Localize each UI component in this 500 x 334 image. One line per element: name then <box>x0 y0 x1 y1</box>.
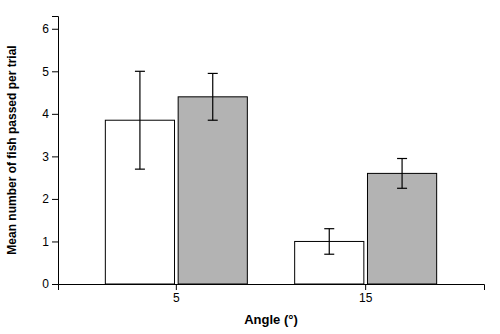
error-bar-cap <box>397 188 407 189</box>
tick-mark <box>52 114 58 115</box>
series <box>178 73 437 284</box>
tick-mark <box>52 29 58 30</box>
error-bar-cap <box>208 120 218 121</box>
tick: 15 <box>359 284 373 305</box>
tick: 4 <box>42 107 58 121</box>
error-bar-stem <box>401 159 402 189</box>
x-axis: 5 15 <box>59 284 485 305</box>
marks <box>105 71 436 284</box>
series <box>105 71 364 284</box>
bar <box>178 97 247 284</box>
error-bar <box>324 229 334 255</box>
tick-label: 5 <box>42 65 49 79</box>
error-bar <box>208 73 218 120</box>
tick: 1 <box>42 235 58 249</box>
axis-line <box>52 17 59 285</box>
tick-label: 6 <box>42 22 49 36</box>
error-bar-cap <box>324 228 334 229</box>
error-bar <box>397 159 407 189</box>
tick-label: 4 <box>42 107 49 121</box>
error-bar <box>135 71 145 169</box>
tick: 0 <box>42 277 58 291</box>
tick-mark <box>52 71 58 72</box>
error-bar-cap <box>397 158 407 159</box>
tick: 2 <box>42 192 58 206</box>
chart: 5 15 0 1 2 3 4 5 6 Angle (°) Mean number of fish p… <box>0 0 500 334</box>
tick-label: 0 <box>42 277 49 291</box>
y-axis-title: Mean number of fish passed per trial <box>5 45 19 254</box>
tick-label: 3 <box>42 150 49 164</box>
tick-mark <box>176 284 177 290</box>
plot: 5 15 0 1 2 3 4 5 6 <box>42 17 484 305</box>
error-bar-stem <box>139 71 140 169</box>
tick-mark <box>52 199 58 200</box>
x-axis-title: Angle (°) <box>244 312 298 327</box>
error-bar-cap <box>324 254 334 255</box>
error-bar-cap <box>135 71 145 72</box>
error-bar-stem <box>329 229 330 255</box>
tick-mark <box>52 241 58 242</box>
error-bar-cap <box>135 169 145 170</box>
axis-line <box>59 285 485 291</box>
tick: 3 <box>42 150 58 164</box>
y-axis: 0 1 2 3 4 5 6 <box>42 17 58 292</box>
bar <box>367 173 436 284</box>
error-bar-stem <box>212 73 213 120</box>
tick-label: 2 <box>42 192 49 206</box>
tick-label: 15 <box>359 291 373 305</box>
tick-label: 1 <box>42 235 49 249</box>
tick-mark <box>365 284 366 290</box>
error-bar-cap <box>208 73 218 74</box>
tick: 6 <box>42 22 58 36</box>
tick-mark <box>52 156 58 157</box>
tick: 5 <box>173 284 180 305</box>
tick: 5 <box>42 65 58 79</box>
tick-mark <box>52 284 58 285</box>
tick-label: 5 <box>173 291 180 305</box>
